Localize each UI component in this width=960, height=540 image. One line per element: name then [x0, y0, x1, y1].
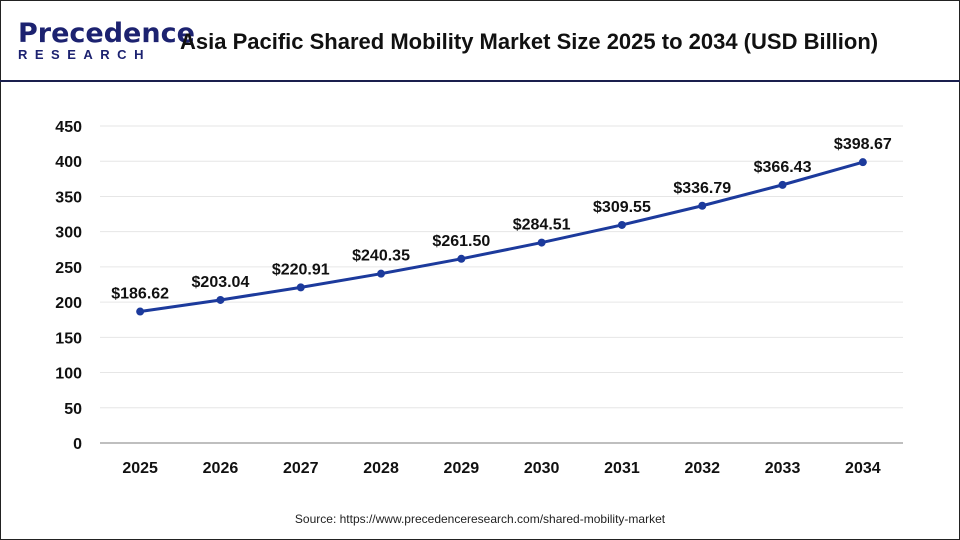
x-tick-label: 2034	[845, 460, 881, 477]
x-tick-label: 2028	[363, 460, 399, 477]
x-tick-label: 2030	[524, 460, 560, 477]
data-label: $284.51	[513, 217, 571, 234]
data-label: $309.55	[593, 199, 651, 216]
data-point	[537, 238, 546, 247]
data-point	[698, 201, 707, 210]
y-tick-label: 350	[55, 189, 82, 206]
data-label: $366.43	[754, 159, 812, 176]
y-tick-label: 200	[55, 295, 82, 312]
y-tick-label: 300	[55, 225, 82, 242]
data-label: $336.79	[673, 180, 731, 197]
y-tick-label: 450	[55, 119, 82, 136]
data-point	[296, 283, 305, 292]
x-tick-label: 2025	[122, 460, 158, 477]
y-tick-label: 100	[55, 366, 82, 383]
data-point	[216, 295, 225, 304]
chart-title: Asia Pacific Shared Mobility Market Size…	[180, 29, 879, 54]
logo-text: Precedence	[18, 18, 195, 49]
data-point	[457, 254, 466, 263]
x-tick-label: 2029	[444, 460, 480, 477]
y-tick-label: 0	[73, 436, 82, 453]
data-label: $261.50	[432, 233, 490, 250]
x-tick-label: 2033	[765, 460, 801, 477]
x-tick-label: 2026	[203, 460, 239, 477]
data-point	[377, 269, 386, 278]
x-tick-label: 2032	[684, 460, 720, 477]
y-tick-label: 50	[64, 401, 82, 418]
header: Precedence RESEARCH Asia Pacific Shared …	[0, 0, 960, 82]
x-tick-label: 2027	[283, 460, 319, 477]
data-label: $220.91	[272, 261, 330, 278]
y-tick-label: 250	[55, 260, 82, 277]
x-tick-label: 2031	[604, 460, 640, 477]
series-line	[139, 160, 864, 314]
source-note: Source: https://www.precedenceresearch.c…	[294, 512, 666, 526]
data-label: $203.04	[192, 274, 250, 291]
y-tick-label: 400	[55, 154, 82, 171]
precedence-research-logo: Precedence RESEARCH	[18, 20, 195, 64]
y-tick-label: 150	[55, 330, 82, 347]
data-point	[617, 220, 626, 229]
data-point	[136, 307, 145, 316]
data-label: $398.67	[834, 136, 892, 153]
data-point	[778, 180, 787, 189]
data-label: $186.62	[111, 286, 169, 303]
data-point	[858, 158, 867, 167]
logo-subtext: RESEARCH	[18, 47, 151, 62]
data-label: $240.35	[352, 248, 410, 265]
